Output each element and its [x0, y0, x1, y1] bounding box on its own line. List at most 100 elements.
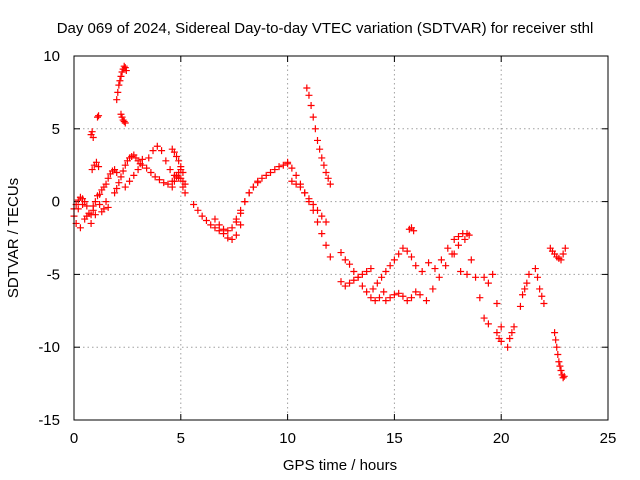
- data-point: [303, 84, 311, 92]
- data-point: [382, 267, 390, 275]
- data-point: [322, 168, 330, 176]
- data-point: [363, 288, 371, 296]
- data-point: [557, 256, 565, 264]
- data-point: [358, 282, 366, 290]
- data-point: [552, 336, 560, 344]
- data-point: [350, 267, 358, 275]
- data-point: [337, 278, 345, 286]
- data-point: [373, 279, 381, 287]
- data-point: [472, 273, 480, 281]
- plot-frame: [73, 55, 609, 421]
- axis-ticks: 0 5 10 15 20 25 -15 -10 -5 0 5 10: [38, 48, 616, 447]
- series-seg-early-e: [93, 112, 103, 121]
- data-point: [555, 358, 563, 366]
- data-point: [497, 323, 505, 331]
- y-tick-label: 0: [52, 194, 60, 211]
- data-point: [88, 128, 96, 136]
- data-point: [305, 91, 313, 99]
- data-point: [198, 212, 206, 220]
- data-point: [454, 233, 462, 241]
- data-point: [418, 267, 426, 275]
- data-point: [350, 276, 358, 284]
- data-point: [89, 202, 97, 210]
- y-tick-label: 10: [43, 48, 60, 65]
- data-point: [386, 262, 394, 270]
- y-tick-label: -15: [38, 412, 60, 429]
- data-point: [179, 183, 187, 191]
- data-point: [145, 154, 153, 162]
- x-tick-label: 10: [279, 430, 296, 447]
- data-point: [113, 96, 121, 104]
- data-point: [111, 189, 119, 197]
- data-point: [395, 250, 403, 258]
- series-seg-start-b: [70, 193, 91, 213]
- series-seg-low-7: [416, 235, 469, 305]
- data-point: [211, 224, 219, 232]
- series-seg-early-d: [87, 128, 97, 142]
- data-point: [275, 163, 283, 171]
- data-point: [476, 294, 484, 302]
- data-point: [83, 202, 91, 210]
- data-point: [237, 206, 245, 214]
- data-point: [113, 168, 121, 176]
- data-point: [155, 176, 163, 184]
- series-seg-low-5: [405, 224, 418, 235]
- data-point: [138, 161, 146, 169]
- data-point: [311, 125, 319, 133]
- data-point: [399, 292, 407, 300]
- data-point: [245, 189, 253, 197]
- data-point: [91, 198, 99, 206]
- data-point: [309, 113, 317, 121]
- chart-title: Day 069 of 2024, Sidereal Day-to-day VTE…: [57, 20, 594, 37]
- data-point: [534, 273, 542, 281]
- data-point: [228, 235, 236, 243]
- data-point: [412, 262, 420, 270]
- data-point: [378, 273, 386, 281]
- data-point: [92, 158, 100, 166]
- data-point: [292, 171, 300, 179]
- data-point: [87, 219, 95, 227]
- data-point: [497, 337, 505, 345]
- y-tick-label: -5: [47, 266, 60, 283]
- data-point: [454, 241, 462, 249]
- series-seg-peak-drop: [117, 110, 129, 127]
- data-point: [249, 183, 257, 191]
- data-point: [390, 256, 398, 264]
- data-point: [525, 270, 533, 278]
- data-point: [341, 256, 349, 264]
- series-seg-hump-b: [168, 168, 189, 197]
- data-point: [175, 168, 183, 176]
- series-seg-low-2: [337, 265, 375, 290]
- data-point: [173, 152, 181, 160]
- data-point: [516, 302, 524, 310]
- data-point: [168, 183, 176, 191]
- data-point: [489, 270, 497, 278]
- data-point: [320, 161, 328, 169]
- data-point: [194, 206, 202, 214]
- data-point: [316, 145, 324, 153]
- grid-lines: [74, 56, 608, 420]
- data-point: [523, 279, 531, 287]
- data-point: [504, 343, 512, 351]
- data-point: [493, 329, 501, 337]
- series-seg-peak: [113, 62, 130, 104]
- data-point: [557, 366, 565, 374]
- x-axis-label: GPS time / hours: [283, 457, 397, 474]
- data-point: [337, 249, 345, 257]
- data-point: [369, 285, 377, 293]
- data-point: [95, 112, 103, 120]
- data-point: [88, 166, 96, 174]
- data-point: [559, 250, 567, 258]
- data-point: [358, 270, 366, 278]
- data-point: [96, 190, 104, 198]
- data-point: [560, 372, 568, 380]
- data-point: [220, 225, 228, 233]
- data-point: [121, 183, 129, 191]
- data-point: [181, 189, 189, 197]
- data-point: [450, 235, 458, 243]
- data-point: [309, 201, 317, 209]
- data-point: [561, 244, 569, 252]
- data-point: [437, 256, 445, 264]
- data-point: [113, 184, 121, 192]
